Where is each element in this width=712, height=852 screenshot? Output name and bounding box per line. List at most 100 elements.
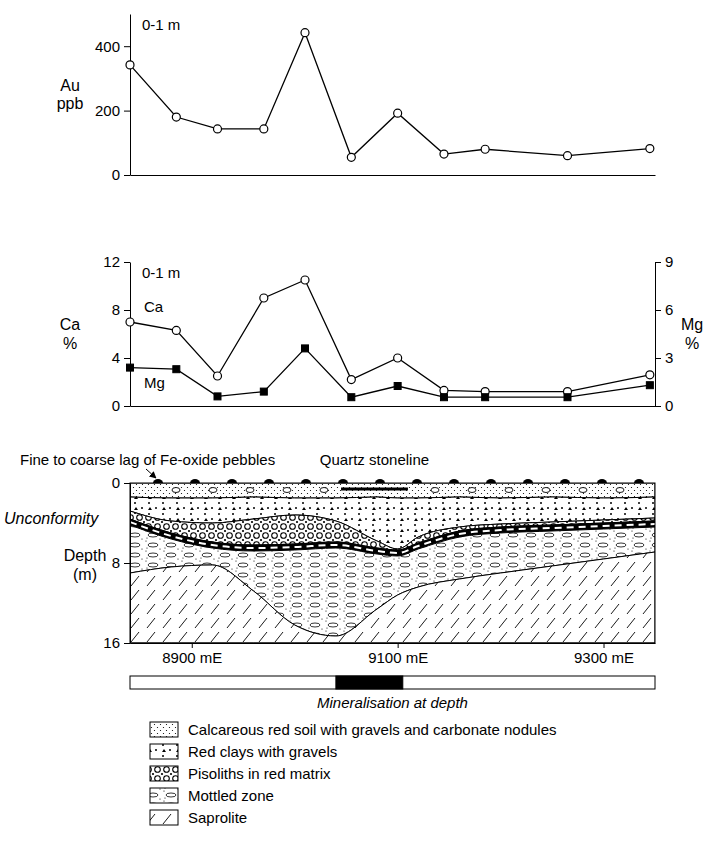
quartz-pebble (616, 488, 624, 493)
legend-swatch (150, 788, 178, 803)
fe-oxide-pebble (153, 479, 163, 483)
fe-oxide-pebble (523, 479, 533, 483)
axis (131, 406, 656, 407)
tick-mark (124, 262, 130, 263)
legend: Calcareous red soil with gravels and car… (150, 721, 557, 826)
legend-item: Red clays with gravels (150, 743, 337, 760)
data-point (440, 150, 448, 158)
cross-section: 08168900 mE9100 mE9300 mEDepth(m)Unconfo… (4, 451, 656, 711)
data-point (126, 318, 134, 326)
surface-lag (153, 479, 644, 483)
tick: 9100 mE (368, 643, 428, 666)
axis-line (131, 175, 656, 176)
data-point (214, 393, 221, 400)
legend-label: Saprolite (188, 809, 247, 826)
quartz-stoneline (341, 488, 408, 491)
tick-label: 16 (103, 634, 120, 651)
data-point (302, 345, 309, 352)
section-plot (130, 483, 655, 643)
soil-layer (130, 483, 655, 498)
tick-mark (655, 262, 661, 263)
chart-panel: 048120369Ca%Mg%0-1 mCaMg (60, 253, 703, 414)
tick-mark (398, 643, 399, 648)
data-point (260, 125, 268, 133)
legend-swatch (150, 722, 178, 737)
data-point (127, 364, 134, 371)
tick-label: 12 (103, 253, 120, 270)
tick: 0 (112, 166, 130, 183)
saprolite-layer (130, 552, 655, 643)
axis-line (131, 643, 656, 644)
data-point (214, 125, 222, 133)
unconformity-dashes (130, 522, 655, 553)
data-point (347, 153, 355, 161)
label-line: Au (60, 77, 80, 94)
data-point (172, 326, 180, 334)
axis-line (130, 263, 131, 407)
data-point (260, 294, 268, 302)
quartz-pebble (542, 488, 550, 493)
tick-label: 6 (665, 301, 673, 318)
section-frame (130, 483, 655, 643)
tick-mark (655, 310, 661, 311)
label-line: (m) (73, 566, 97, 583)
label-line: % (685, 335, 699, 352)
fe-oxide-pebble (412, 479, 422, 483)
data-point (301, 276, 309, 284)
fe-oxide-pebble (301, 479, 311, 483)
tick-mark (124, 46, 130, 47)
tick-label: 0 (112, 397, 120, 414)
tick-mark (124, 406, 130, 407)
data-point (440, 394, 447, 401)
data-point (348, 394, 355, 401)
plot-area (126, 276, 654, 401)
tick-mark (124, 483, 130, 484)
legend-label: Pisoliths in red matrix (188, 765, 331, 782)
tick-label: 0 (112, 474, 120, 491)
axis: 0369 (655, 253, 673, 414)
data-point (301, 29, 309, 37)
series-labels: CaMg (144, 298, 165, 391)
mineralisation-bar (130, 676, 655, 689)
tick: 200 (95, 102, 130, 119)
legend-label: Red clays with gravels (188, 743, 337, 760)
quartz-pebble (246, 488, 254, 493)
label-line: Depth (64, 547, 107, 564)
tick-label: 8900 mE (162, 649, 222, 666)
series-label: Mg (144, 374, 165, 391)
axis-title: Ca% (60, 316, 81, 351)
tick: 16 (103, 634, 130, 651)
tick-label: 200 (95, 102, 120, 119)
axis: 0816 (103, 474, 130, 651)
tick-label: 8 (112, 301, 120, 318)
data-point (394, 354, 402, 362)
tick-label: 0 (112, 166, 120, 183)
tick-mark (124, 358, 130, 359)
tick-mark (124, 111, 130, 112)
tick-mark (655, 358, 661, 359)
tick-label: 9300 mE (574, 649, 634, 666)
legend-label: Calcareous red soil with gravels and car… (188, 721, 557, 738)
axis: 0200400 (95, 15, 131, 184)
tick: 6 (655, 301, 673, 318)
figure: 0200400Auppb0-1 m048120369Ca%Mg%0-1 mCaM… (0, 0, 712, 852)
axis: 04812 (103, 253, 130, 414)
data-point (394, 109, 402, 117)
legend-swatch (150, 766, 178, 781)
data-point (394, 383, 401, 390)
legend-swatch (150, 810, 178, 825)
quartz-pebble (320, 488, 328, 493)
tick-mark (604, 643, 605, 648)
fe-oxide-pebble (486, 479, 496, 483)
data-point (482, 394, 489, 401)
tick-mark (124, 563, 130, 564)
tick-mark (124, 175, 130, 176)
legend-item: Saprolite (150, 809, 247, 826)
quartz-pebble (283, 488, 291, 493)
data-point (260, 388, 267, 395)
label-line: Mg (681, 316, 703, 333)
fe-oxide-pebble (375, 479, 385, 483)
fe-oxide-pebble (560, 479, 570, 483)
legend-item: Pisoliths in red matrix (150, 765, 331, 782)
axis-title: Mg% (681, 316, 703, 351)
